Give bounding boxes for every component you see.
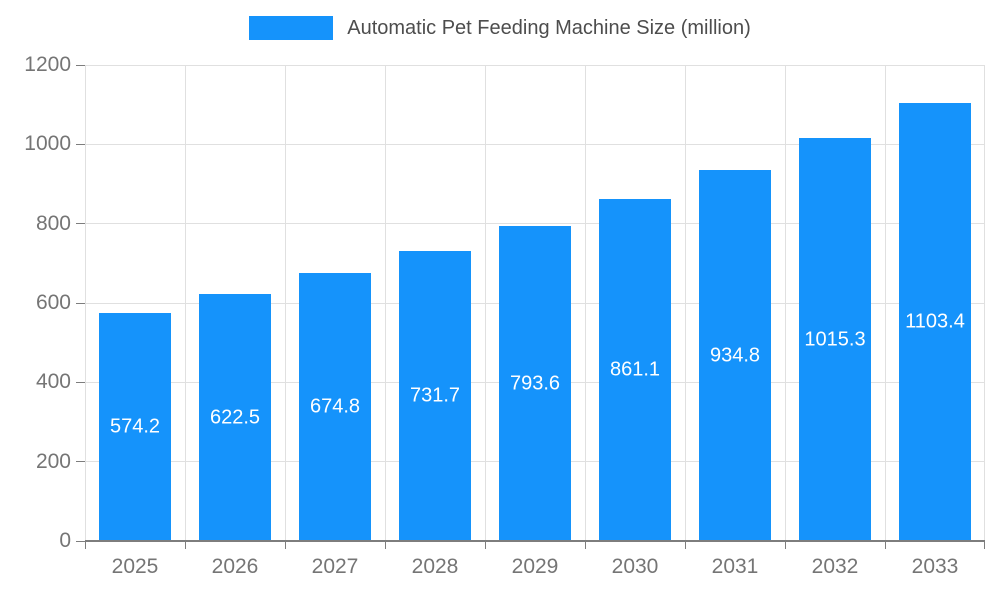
h-gridline xyxy=(85,64,985,66)
legend-swatch xyxy=(249,16,334,40)
y-axis-tick xyxy=(76,143,85,145)
x-axis-tick-label: 2026 xyxy=(211,555,259,578)
x-axis-tick xyxy=(485,542,486,549)
x-axis-tick xyxy=(285,542,286,549)
v-gridline xyxy=(385,65,386,541)
v-gridline xyxy=(85,65,86,541)
v-gridline xyxy=(285,65,286,541)
chart-legend: Automatic Pet Feeding Machine Size (mill… xyxy=(0,16,1000,40)
bar: 934.8 xyxy=(699,170,771,541)
y-axis-tick xyxy=(76,381,85,383)
v-gridline xyxy=(185,65,186,541)
bar-value-label: 574.2 xyxy=(109,415,161,438)
bar-value-label: 793.6 xyxy=(509,372,561,395)
y-axis-tick-label: 200 xyxy=(35,449,71,473)
y-axis-tick-label: 800 xyxy=(35,211,71,235)
x-axis-tick xyxy=(885,542,886,549)
y-axis-tick xyxy=(76,461,85,463)
bar: 622.5 xyxy=(199,294,271,541)
x-axis-tick-label: 2027 xyxy=(311,555,359,578)
y-axis-tick-label: 1000 xyxy=(24,132,71,156)
bar-value-label: 731.7 xyxy=(409,384,461,407)
x-axis-tick-label: 2033 xyxy=(911,555,959,578)
v-gridline xyxy=(785,65,786,541)
bar: 1015.3 xyxy=(799,138,871,541)
y-axis-tick xyxy=(76,64,85,66)
y-axis-tick-label: 400 xyxy=(35,370,71,394)
y-axis-tick xyxy=(76,302,85,304)
bar-value-label: 1103.4 xyxy=(905,310,965,333)
y-axis-tick xyxy=(76,540,85,542)
bar: 1103.4 xyxy=(899,103,971,541)
v-gridline xyxy=(485,65,486,541)
x-axis-tick xyxy=(85,542,86,549)
bar-value-label: 1015.3 xyxy=(804,328,866,351)
bar-value-label: 861.1 xyxy=(609,358,661,381)
x-axis-tick xyxy=(185,542,186,549)
x-axis-tick xyxy=(984,542,985,549)
h-gridline xyxy=(85,143,985,145)
x-axis-line xyxy=(85,540,985,542)
x-axis-tick xyxy=(585,542,586,549)
x-axis-tick xyxy=(785,542,786,549)
x-axis-tick-label: 2030 xyxy=(611,555,659,578)
y-axis-tick-label: 600 xyxy=(35,291,71,314)
x-axis-tick-label: 2025 xyxy=(111,555,159,578)
x-axis-tick-label: 2031 xyxy=(711,555,759,578)
x-axis-tick-label: 2029 xyxy=(511,555,559,578)
v-gridline xyxy=(685,65,686,541)
bar-value-label: 622.5 xyxy=(209,406,261,429)
y-axis-tick xyxy=(76,223,85,225)
bar-value-label: 674.8 xyxy=(309,395,361,418)
bar: 731.7 xyxy=(399,250,471,541)
x-axis-tick-label: 2032 xyxy=(811,555,859,578)
v-gridline xyxy=(885,65,886,541)
x-axis-tick-label: 2028 xyxy=(411,555,459,578)
y-axis-tick-label: 0 xyxy=(59,529,71,552)
legend-label: Automatic Pet Feeding Machine Size (mill… xyxy=(347,16,751,39)
bar: 574.2 xyxy=(99,313,171,541)
h-gridline xyxy=(85,223,985,225)
x-axis-tick xyxy=(685,542,686,549)
x-axis-tick xyxy=(385,542,386,549)
bar: 793.6 xyxy=(499,226,571,541)
y-axis-tick-label: 1200 xyxy=(24,53,71,76)
bar: 674.8 xyxy=(299,273,371,541)
bar-value-label: 934.8 xyxy=(709,344,761,367)
v-gridline xyxy=(585,65,586,541)
bar: 861.1 xyxy=(599,199,671,541)
v-gridline xyxy=(984,65,985,541)
plot-area: 0 200 400 600 800 1000 1200 574.2 2025 622.5 2026 6… xyxy=(24,53,985,578)
